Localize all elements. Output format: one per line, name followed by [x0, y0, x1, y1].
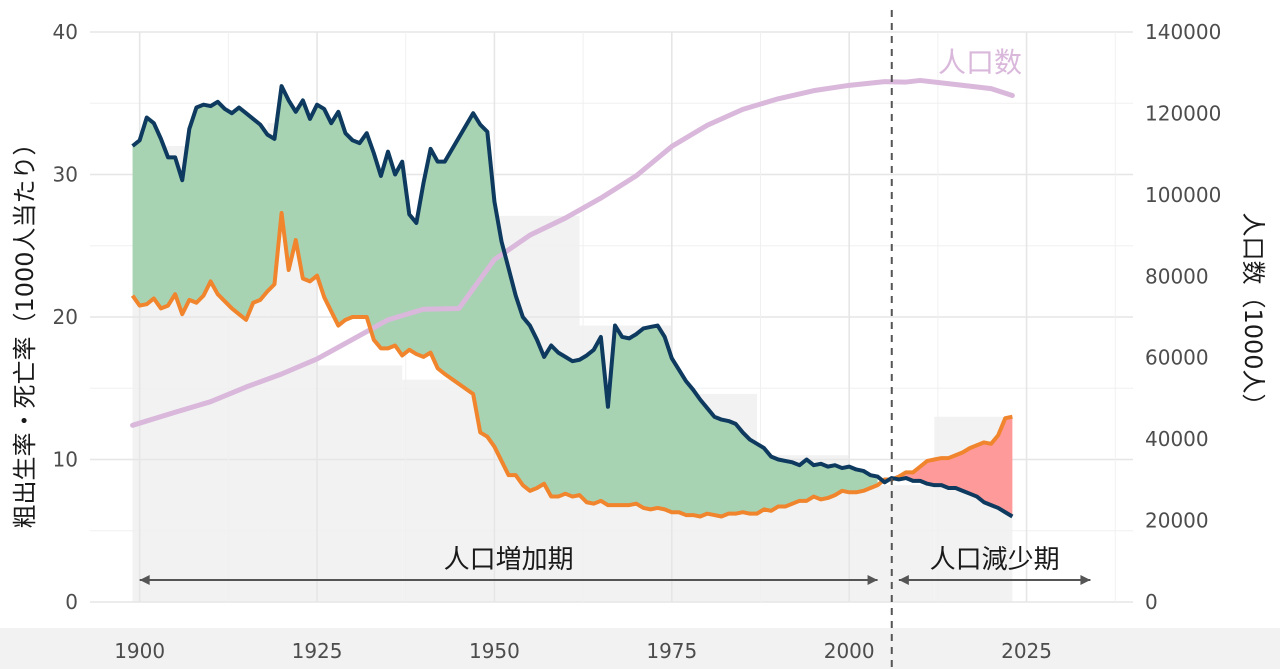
- right-tick-label: 120000: [1145, 101, 1221, 125]
- right-tick-label: 0: [1145, 590, 1158, 614]
- right-tick-label: 80000: [1145, 264, 1209, 288]
- left-tick-label: 0: [65, 590, 78, 614]
- arrow-head-left: [898, 575, 909, 585]
- death-rate-line: [130, 210, 1013, 519]
- background-bar: [317, 365, 403, 602]
- birth-rate-line: [131, 84, 1014, 519]
- right-axis-title: 人口数（1000人）: [1239, 212, 1267, 417]
- period-annotations: 人口増加期 人口減少期: [139, 545, 1091, 585]
- arrow-head-right: [1080, 575, 1091, 585]
- left-tick-label: 40: [53, 20, 78, 44]
- right-tick-label: 20000: [1145, 509, 1209, 533]
- x-tick-label: 2025: [1001, 639, 1052, 663]
- natural-decrease-area: [884, 416, 1013, 517]
- annotation-label: 人口増加期: [444, 545, 574, 575]
- right-axis-ticks: 0 20000 40000 60000 80000 100000 120000 140000: [1145, 20, 1221, 614]
- left-axis-title: 粗出生率・死亡率（1000人当たり）: [11, 131, 39, 528]
- population-line: [130, 77, 1015, 428]
- annotation-label: 人口減少期: [930, 545, 1060, 575]
- x-tick-label: 2000: [824, 639, 875, 663]
- x-tick-label: 1975: [646, 639, 697, 663]
- arrow-head-right: [867, 575, 878, 585]
- right-tick-label: 140000: [1145, 20, 1221, 44]
- x-tick-label: 1950: [469, 639, 520, 663]
- left-tick-label: 30: [53, 163, 78, 187]
- right-tick-label: 100000: [1145, 183, 1221, 207]
- left-tick-label: 10: [53, 448, 78, 472]
- natural-increase-area: [132, 86, 892, 517]
- left-axis-ticks: 0 10 20 30 40: [53, 20, 78, 614]
- right-tick-label: 40000: [1145, 427, 1209, 451]
- left-tick-label: 20: [53, 305, 78, 329]
- x-tick-label: 1900: [114, 639, 165, 663]
- bottom-axis-band: [0, 628, 1280, 669]
- right-tick-label: 60000: [1145, 346, 1209, 370]
- x-tick-label: 1925: [292, 639, 343, 663]
- population-series-label: 人口数: [938, 46, 1022, 79]
- x-axis-ticks: 1900 1925 1950 1975 2000 2025: [114, 639, 1052, 663]
- arrow-head-left: [139, 575, 150, 585]
